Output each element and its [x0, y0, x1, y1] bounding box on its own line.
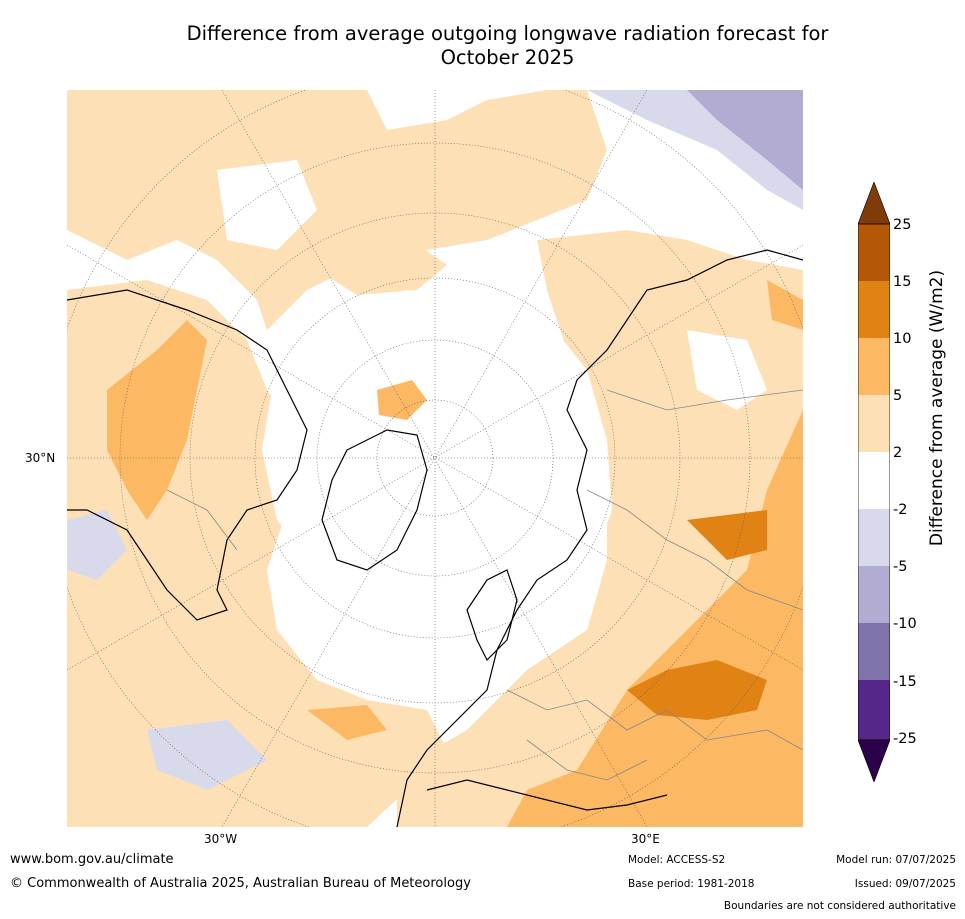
colorbar-outline: [858, 223, 890, 741]
colorbar-tick-label: -15: [893, 674, 917, 690]
footer-model-run: Model run: 07/07/2025: [836, 854, 956, 866]
boundary-1: [506, 689, 803, 751]
colorbar-bin-m15-m10: [858, 623, 890, 680]
graticule: [67, 90, 803, 827]
map-svg: [67, 90, 803, 827]
anomaly-m5-m10-north-pacific: [687, 90, 803, 190]
coastlines: [67, 249, 803, 827]
graticule-lat-40: [119, 142, 751, 774]
colorbar-bin-gt-25: [858, 182, 890, 225]
title-line-2: October 2025: [440, 46, 575, 69]
anomaly-10-15-central-asia: [627, 660, 767, 720]
graticule-meridian-150: [221, 90, 648, 827]
colorbar: [858, 182, 890, 782]
anomaly-m2-m5-south-atlantic: [147, 720, 267, 790]
colorbar-bin-m2-2: [858, 452, 890, 509]
colorbar-tick-label: 25: [893, 217, 912, 233]
boundary-4: [166, 489, 238, 551]
colorbar-bin-m10-m5: [858, 566, 890, 623]
anomaly-m2-m5-pacific-east: [67, 510, 127, 580]
coast-eurasia: [396, 249, 803, 827]
colorbar-bin-m5-m2: [858, 509, 890, 566]
colorbar-tick-label: 2: [893, 445, 903, 461]
graticule-meridian-30: [221, 90, 648, 827]
colorbar-tick-label: -5: [893, 559, 908, 575]
colorbar-tick-label: 10: [893, 331, 912, 347]
anomaly-5-10-arctic: [377, 380, 427, 420]
colorbar-bin-15-25: [858, 224, 890, 281]
footer-base-period: Base period: 1981-2018: [628, 878, 755, 890]
neutral-pacific-gap: [217, 160, 317, 250]
coast-scandinavia: [466, 569, 518, 662]
colorbar-title-text: Difference from average (W/m2): [927, 269, 947, 547]
footer-url[interactable]: www.bom.gov.au/climate: [10, 852, 174, 867]
anomaly-5-10-north-america: [107, 320, 207, 520]
colorbar-tick-label: 15: [893, 274, 912, 290]
boundary-3: [606, 389, 803, 411]
colorbar-bin-2-5: [858, 395, 890, 452]
footer-copyright: © Commonwealth of Australia 2025, Austra…: [10, 876, 471, 891]
colorbar-tick-label: -10: [893, 616, 917, 632]
lon-label-30e: 30°E: [631, 832, 660, 846]
chart-title: Difference from average outgoing longwav…: [100, 22, 915, 70]
neutral-arctic: [262, 290, 612, 640]
anomaly-10-15-central-asia-2: [687, 510, 767, 560]
anomaly-2-5-north-pacific: [67, 90, 607, 330]
boundary-2: [586, 489, 803, 611]
anomaly-5-10-atlantic: [307, 705, 387, 740]
coast-mediterranean: [426, 779, 668, 811]
colorbar-bin-m25-m15: [858, 680, 890, 740]
graticule-meridian-120: [67, 244, 803, 671]
footer-issued: Issued: 09/07/2025: [854, 878, 956, 890]
anomaly-5-10-asia: [507, 410, 803, 827]
colorbar-bin-5-10: [858, 338, 890, 395]
forecast-map: [67, 90, 803, 827]
coast-greenland: [321, 429, 428, 571]
lon-label-30w: 30°W: [204, 832, 238, 846]
coast-north-america: [67, 289, 308, 621]
title-line-1: Difference from average outgoing longwav…: [186, 22, 829, 45]
boundaries: [166, 389, 803, 781]
colorbar-tick-label: 5: [893, 388, 903, 404]
lat-label-30n: 30°N: [25, 451, 56, 465]
colorbar-tick-label: -2: [893, 502, 908, 518]
footer-disclaimer: Boundaries are not considered authoritat…: [723, 900, 956, 912]
colorbar-bin-10-15: [858, 281, 890, 338]
anomaly-5-10-east-siberia: [767, 280, 803, 330]
anomaly-2-5-pacific-mid: [317, 220, 447, 295]
boundary-5: [526, 739, 648, 781]
footer-model: Model: ACCESS-S2: [628, 854, 726, 866]
colorbar-bin-lt-m25: [858, 739, 890, 782]
graticule-lat-60: [254, 277, 616, 639]
colorbar-tick-label: -25: [893, 731, 917, 747]
graticule-meridian-60: [67, 244, 803, 671]
neutral-east-siberia: [687, 330, 767, 410]
